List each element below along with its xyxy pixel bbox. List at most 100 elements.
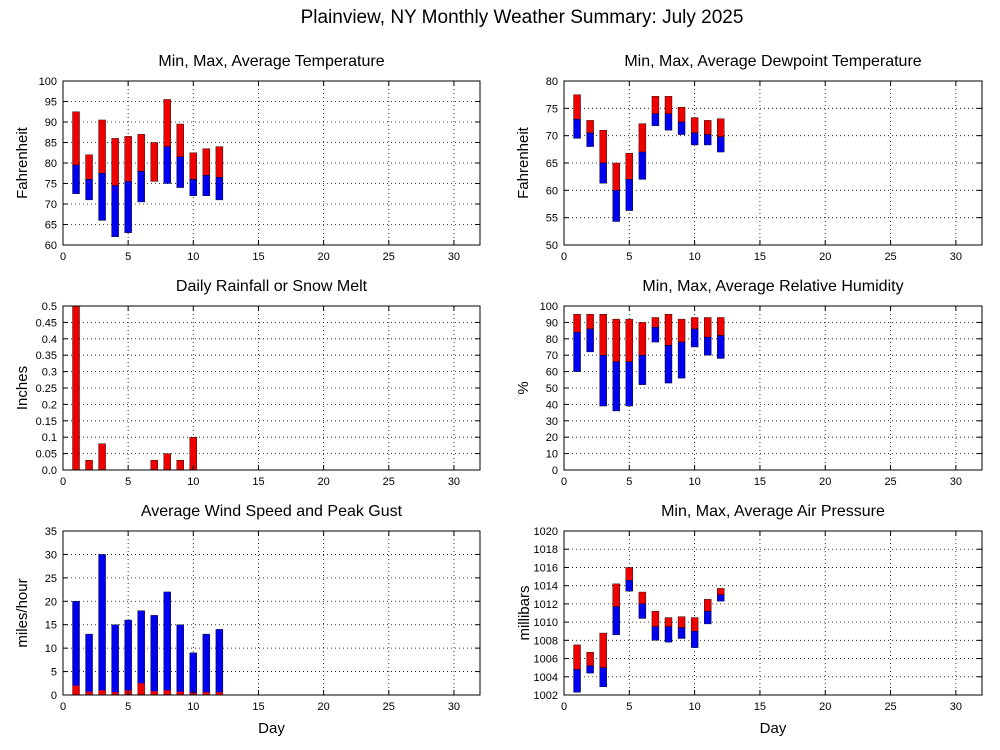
x-tick-label: 5 bbox=[125, 701, 131, 713]
x-tick-label: 5 bbox=[125, 476, 131, 488]
y-tick-label: 1020 bbox=[534, 526, 558, 538]
x-tick-label: 5 bbox=[626, 476, 632, 488]
chart-panel-4: 0 10 20 30 40 50 60 70 80 90 100 0 5 10 15 20 25 30 Min, M… bbox=[515, 278, 983, 488]
bar-avg-to-min bbox=[651, 327, 660, 343]
bar-avg-to-min bbox=[690, 132, 699, 146]
y-tick-label: 0.2 bbox=[42, 399, 57, 411]
bar-max-to-avg bbox=[612, 583, 620, 607]
x-tick-label: 30 bbox=[950, 701, 962, 713]
bar-max-to-avg bbox=[677, 616, 686, 628]
bar-max-to-avg bbox=[690, 317, 699, 330]
bar-max-to-avg bbox=[703, 120, 712, 135]
y-tick-label: 40 bbox=[546, 399, 558, 411]
bar-avg-to-min bbox=[202, 175, 211, 197]
bar-max-to-avg bbox=[202, 148, 211, 176]
x-tick-label: 15 bbox=[252, 476, 264, 488]
y-tick-label: 95 bbox=[45, 97, 57, 109]
y-tick-label: 30 bbox=[546, 416, 558, 428]
bar-avg-to-min bbox=[703, 610, 712, 625]
y-tick-label: 0.5 bbox=[42, 301, 57, 313]
x-tick-label: 10 bbox=[689, 476, 701, 488]
bar-avg-to-min bbox=[638, 151, 647, 180]
chart-panel-5: 0 5 10 15 20 25 30 35 0 5 10 15 20 25 30 Average Wind S… bbox=[14, 503, 481, 737]
chart-panel-2: 50 55 60 65 70 75 80 0 5 10 15 20 25 30 Min, Max, Aver… bbox=[515, 53, 983, 263]
y-tick-label: 15 bbox=[45, 620, 57, 632]
chart-title: Min, Max, Average Temperature bbox=[158, 53, 384, 70]
y-tick-label: 1012 bbox=[534, 599, 558, 611]
chart-title: Min, Max, Average Air Pressure bbox=[661, 503, 885, 520]
x-tick-label: 30 bbox=[448, 251, 460, 263]
x-tick-label: 15 bbox=[252, 701, 264, 713]
bar-max-to-avg bbox=[664, 314, 673, 346]
x-tick-label: 0 bbox=[60, 476, 66, 488]
bar-avg-to-min bbox=[72, 164, 80, 194]
figure-title: Plainview, NY Monthly Weather Summary: J… bbox=[301, 7, 744, 28]
bar-rainfall bbox=[163, 453, 171, 471]
bar-avg-to-min bbox=[612, 190, 620, 222]
bar-avg-to-min bbox=[189, 179, 198, 196]
y-tick-label: 50 bbox=[546, 240, 558, 252]
bar-max-to-avg bbox=[651, 610, 660, 627]
bar-avg-to-min bbox=[690, 328, 699, 348]
bar-avg-speed bbox=[137, 683, 145, 695]
bar-avg-to-min bbox=[690, 631, 699, 648]
bar-max-to-avg bbox=[677, 107, 686, 123]
y-tick-label: 60 bbox=[546, 185, 558, 197]
bar-avg-to-min bbox=[176, 156, 184, 188]
bar-avg-to-min bbox=[111, 185, 119, 238]
bar-max-to-avg bbox=[573, 94, 581, 120]
x-tick-label: 0 bbox=[60, 701, 66, 713]
bar-rainfall bbox=[98, 443, 106, 471]
y-tick-label: 75 bbox=[45, 179, 57, 191]
bar-max-to-avg bbox=[690, 117, 699, 134]
y-tick-label: 1006 bbox=[534, 654, 558, 666]
bar-avg-to-min bbox=[625, 580, 634, 592]
bar-avg-to-min bbox=[98, 173, 106, 221]
bar-max-to-avg bbox=[163, 99, 171, 147]
y-tick-label: 75 bbox=[546, 103, 558, 115]
bar-rainfall bbox=[72, 305, 80, 471]
x-axis-label: Day bbox=[258, 720, 285, 737]
y-tick-label: 50 bbox=[546, 383, 558, 395]
bar-avg-to-min bbox=[612, 361, 620, 412]
bar-avg-to-min bbox=[163, 146, 171, 184]
bar-avg-to-min bbox=[703, 134, 712, 146]
x-tick-label: 10 bbox=[689, 251, 701, 263]
y-tick-label: 0.1 bbox=[42, 432, 57, 444]
bar-max-to-avg bbox=[98, 119, 106, 174]
x-tick-label: 15 bbox=[754, 251, 766, 263]
bar-max-to-avg bbox=[625, 318, 634, 362]
bar-max-to-avg bbox=[72, 111, 80, 166]
chart-title: Daily Rainfall or Snow Melt bbox=[176, 278, 368, 295]
y-tick-label: 35 bbox=[45, 526, 57, 538]
y-tick-label: 10 bbox=[546, 449, 558, 461]
bar-avg-to-min bbox=[664, 626, 673, 643]
bar-peak-gust bbox=[202, 633, 211, 696]
y-axis-label: millibars bbox=[516, 585, 533, 640]
y-tick-label: 0.3 bbox=[42, 367, 57, 379]
bar-rainfall bbox=[150, 459, 158, 471]
plot-frame bbox=[563, 530, 983, 696]
bar-avg-to-min bbox=[664, 113, 673, 131]
y-tick-label: 0 bbox=[552, 465, 558, 477]
x-tick-label: 25 bbox=[884, 476, 896, 488]
bar-avg-to-min bbox=[137, 170, 145, 203]
x-tick-label: 5 bbox=[626, 251, 632, 263]
y-tick-label: 0.0 bbox=[42, 465, 57, 477]
bar-max-to-avg bbox=[717, 317, 725, 336]
y-tick-label: 60 bbox=[546, 367, 558, 379]
x-tick-label: 15 bbox=[252, 251, 264, 263]
bar-avg-to-min bbox=[717, 136, 725, 153]
y-tick-label: 20 bbox=[45, 596, 57, 608]
x-tick-label: 20 bbox=[318, 251, 330, 263]
y-tick-label: 1016 bbox=[534, 562, 558, 574]
bar-peak-gust bbox=[176, 624, 184, 696]
bar-avg-to-min bbox=[124, 181, 132, 233]
bar-avg-to-min bbox=[651, 626, 660, 641]
x-tick-label: 30 bbox=[950, 251, 962, 263]
chart-panel-1: 60 65 70 75 80 85 90 95 100 0 5 10 15 20 25 30 Min, Max,… bbox=[14, 53, 481, 263]
bar-peak-gust bbox=[98, 554, 106, 696]
bar-max-to-avg bbox=[625, 567, 634, 581]
